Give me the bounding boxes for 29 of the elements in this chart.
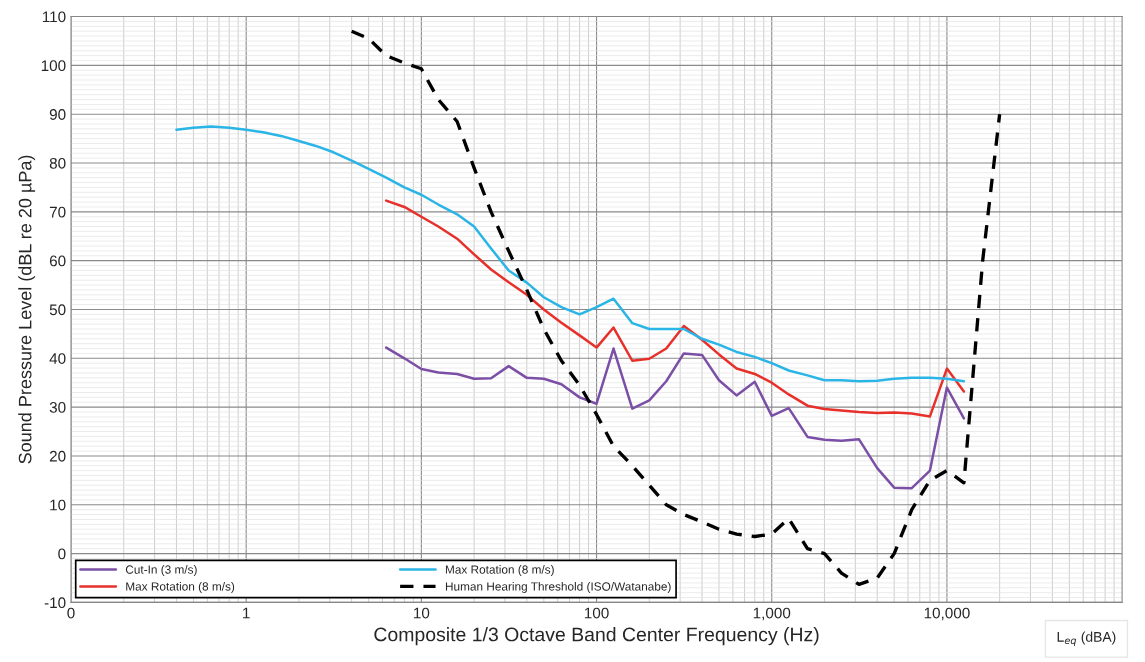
legend-label: Cut-In (3 m/s) — [125, 565, 197, 577]
y-tick-label: 0 — [58, 548, 66, 560]
y-tick-label: 20 — [49, 450, 66, 462]
y-tick-label: 70 — [49, 206, 66, 218]
y-tick-label: 50 — [49, 304, 66, 316]
y-tick-label: 10 — [50, 499, 66, 511]
legend-label: Max Rotation (8 m/s) — [445, 565, 554, 577]
y-tick-label: 80 — [49, 157, 66, 169]
legend-label: Max Rotation (8 m/s) — [126, 581, 235, 593]
x-tick-label: 10 — [414, 607, 430, 619]
y-tick-label: 90 — [49, 109, 66, 120]
x-tick-label: 1 — [243, 607, 250, 619]
y-axis-title: Sound Pressure Level (dBL re 20 µPa) — [18, 155, 36, 464]
x-tick-label: 10,000 — [924, 607, 970, 621]
text: L$_{eq}$ (dBA) — [1057, 631, 1116, 646]
x-tick-label: 100 — [584, 607, 609, 619]
legend-label: Human Hearing Threshold (ISO/Watanabe) — [445, 581, 671, 593]
y-tick-label: 110 — [42, 11, 66, 23]
line-series — [384, 346, 966, 490]
line-series — [175, 125, 966, 383]
y-tick-label: 60 — [49, 255, 66, 267]
y-tick-label: 40 — [49, 353, 66, 364]
y-tick-label: 100 — [41, 60, 66, 72]
x-tick-label: 1,000 — [753, 607, 791, 621]
y-tick-label: 30 — [49, 402, 66, 413]
x-axis-title: Composite 1/3 Octave Band Center Frequency (Hz) — [374, 627, 819, 646]
x-tick-label: 0 — [67, 607, 75, 619]
line-series — [384, 199, 966, 418]
y-tick-label: -10 — [44, 597, 66, 609]
